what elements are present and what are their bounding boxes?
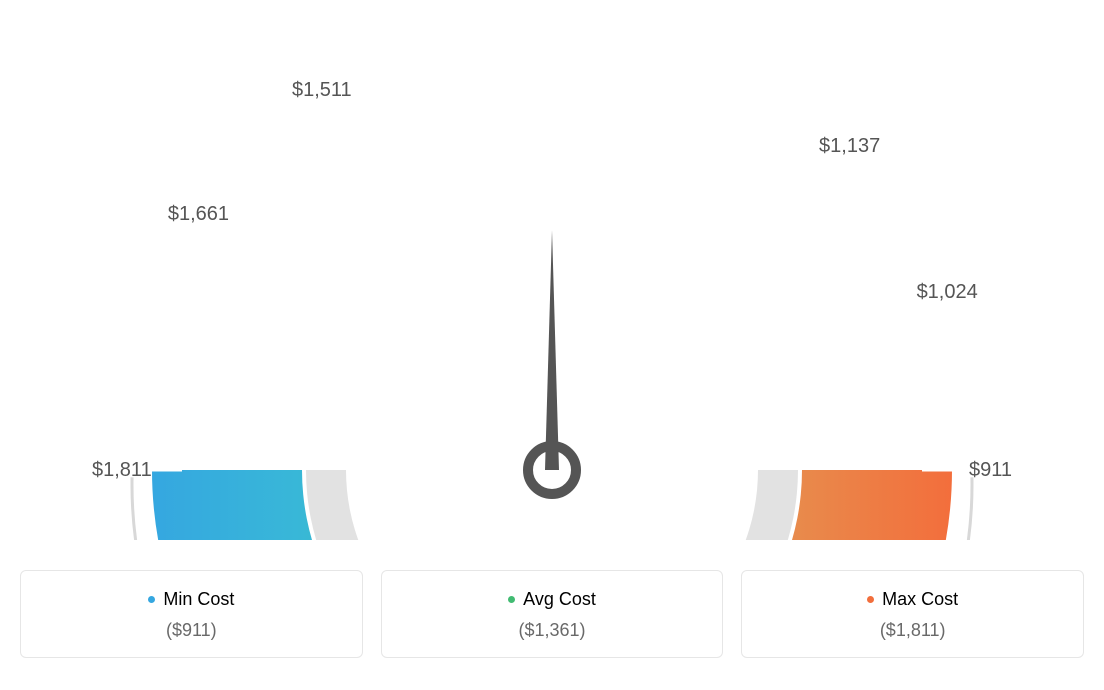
legend-title-max: Max Cost bbox=[867, 589, 958, 610]
svg-text:$1,137: $1,137 bbox=[819, 135, 880, 157]
dot-icon bbox=[148, 596, 155, 603]
cost-gauge-chart: $911$1,024$1,137$1,361$1,511$1,661$1,811… bbox=[20, 20, 1084, 658]
svg-text:$1,024: $1,024 bbox=[917, 281, 978, 303]
svg-text:$1,661: $1,661 bbox=[168, 203, 229, 225]
legend-label: Avg Cost bbox=[523, 589, 596, 610]
svg-text:$911: $911 bbox=[969, 459, 1012, 481]
dot-icon bbox=[867, 596, 874, 603]
legend-card-max: Max Cost ($1,811) bbox=[741, 570, 1084, 658]
gauge-svg: $911$1,024$1,137$1,361$1,511$1,661$1,811 bbox=[52, 20, 1052, 540]
legend-value-avg: ($1,361) bbox=[392, 620, 713, 641]
legend-card-min: Min Cost ($911) bbox=[20, 570, 363, 658]
legend-label: Min Cost bbox=[163, 589, 234, 610]
svg-text:$1,511: $1,511 bbox=[292, 79, 352, 101]
legend-title-avg: Avg Cost bbox=[508, 589, 596, 610]
legend-value-min: ($911) bbox=[31, 620, 352, 641]
legend-title-min: Min Cost bbox=[148, 589, 234, 610]
dot-icon bbox=[508, 596, 515, 603]
legend-row: Min Cost ($911) Avg Cost ($1,361) Max Co… bbox=[20, 570, 1084, 658]
legend-label: Max Cost bbox=[882, 589, 958, 610]
svg-text:$1,811: $1,811 bbox=[92, 459, 152, 481]
gauge-area: $911$1,024$1,137$1,361$1,511$1,661$1,811 bbox=[20, 20, 1084, 540]
legend-value-max: ($1,811) bbox=[752, 620, 1073, 641]
legend-card-avg: Avg Cost ($1,361) bbox=[381, 570, 724, 658]
